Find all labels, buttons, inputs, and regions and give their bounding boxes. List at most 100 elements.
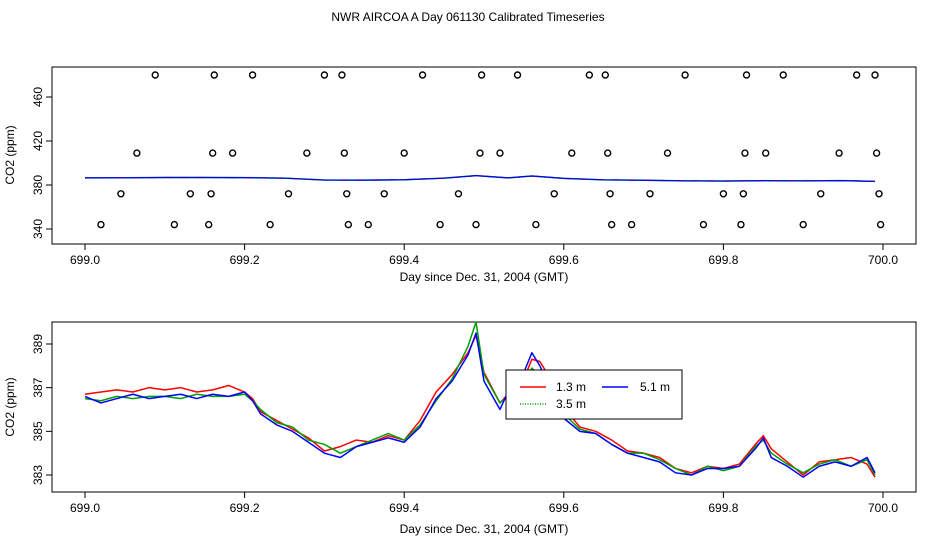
y-tick-label: 340	[31, 219, 45, 239]
data-point	[151, 71, 159, 79]
y-tick-label: 460	[31, 87, 45, 107]
data-point	[248, 71, 257, 79]
x-tick-label: 699.0	[70, 501, 100, 515]
data-point	[266, 220, 274, 229]
panel-1: 699.0 699.2 699.4 699.6 699.8 700.0 340 380 420 4…	[3, 66, 917, 284]
series-line-3-5-m	[84, 321, 876, 476]
data-point	[472, 220, 480, 229]
panel-1-marks	[84, 71, 885, 229]
data-point	[496, 149, 504, 157]
data-point	[681, 71, 689, 79]
data-point	[741, 149, 749, 157]
data-point	[207, 190, 215, 198]
x-tick-label: 699.2	[230, 253, 260, 267]
data-point	[852, 71, 861, 79]
panel-2-marks	[84, 321, 876, 478]
data-point	[204, 220, 213, 229]
x-tick-label: 699.0	[70, 253, 100, 267]
legend-label-1: 1.3 m	[556, 380, 586, 394]
data-point	[338, 71, 346, 79]
y-tick-label: 385	[31, 421, 45, 441]
series-line-5-1-m	[84, 332, 876, 478]
legend-label-3: 5.1 m	[640, 380, 670, 394]
data-point	[779, 71, 787, 79]
data-point	[606, 190, 614, 198]
legend: 1.3 m 3.5 m 5.1 m	[505, 369, 683, 420]
data-point	[585, 71, 594, 79]
data-point	[418, 71, 427, 79]
data-point	[186, 190, 195, 198]
data-point	[344, 220, 353, 229]
data-point	[436, 220, 444, 229]
data-point	[320, 71, 329, 79]
y-tick-label: 389	[31, 334, 45, 354]
data-point	[872, 149, 881, 157]
data-point	[97, 220, 105, 229]
x-tick-label: 699.8	[708, 501, 738, 515]
panel-1-axes: 699.0 699.2 699.4 699.6 699.8 700.0 340 380 420 4…	[31, 87, 898, 267]
y-axis-label-2: CO2 (ppm)	[3, 377, 17, 436]
x-tick-label: 699.6	[549, 253, 579, 267]
data-point	[170, 220, 179, 229]
panel-2-axes: 699.0 699.2 699.4 699.6 699.8 700.0 383 385 387 3…	[31, 334, 898, 515]
data-point	[568, 149, 576, 157]
y-tick-label: 380	[31, 175, 45, 195]
data-point	[303, 149, 311, 157]
data-point	[646, 190, 654, 198]
x-tick-label: 699.6	[549, 501, 579, 515]
data-point	[871, 71, 879, 79]
legend-box	[505, 369, 683, 420]
y-tick-label: 383	[31, 465, 45, 485]
data-point	[343, 190, 351, 198]
data-point	[477, 71, 486, 79]
y-tick-label: 420	[31, 131, 45, 151]
data-point	[476, 149, 484, 157]
data-point	[284, 190, 293, 198]
data-point	[513, 71, 522, 79]
data-point	[761, 149, 770, 157]
data-point	[340, 149, 349, 157]
x-tick-label: 700.0	[868, 501, 898, 515]
panel-2: 699.0 699.2 699.4 699.6 699.8 700.0 383 385 387 3…	[3, 321, 917, 536]
data-point	[400, 149, 408, 157]
y-tick-label: 387	[31, 377, 45, 397]
page-title: NWR AIRCOA A Day 061130 Calibrated Times…	[331, 10, 605, 24]
data-point	[627, 220, 636, 229]
x-axis-label-1: Day since Dec. 31, 2004 (GMT)	[400, 270, 569, 284]
data-point	[454, 190, 463, 198]
data-point	[742, 71, 751, 79]
series-line-blue	[84, 175, 876, 182]
data-point	[835, 149, 843, 157]
data-point	[550, 190, 558, 198]
plot-frame-1	[51, 66, 917, 245]
data-point	[663, 149, 672, 157]
data-point	[603, 149, 612, 157]
x-tick-label: 699.4	[389, 501, 419, 515]
data-point	[737, 220, 745, 229]
data-point	[133, 149, 141, 157]
data-point	[208, 149, 217, 157]
data-point	[739, 190, 748, 198]
x-tick-label: 699.8	[708, 253, 738, 267]
data-point	[799, 220, 807, 229]
data-point	[117, 190, 125, 198]
data-point	[364, 220, 372, 229]
data-point	[876, 220, 885, 229]
x-tick-label: 700.0	[868, 253, 898, 267]
legend-label-2: 3.5 m	[556, 397, 586, 411]
data-point	[719, 190, 728, 198]
data-point	[210, 71, 218, 79]
data-point	[607, 220, 616, 229]
data-point	[601, 71, 609, 79]
x-tick-label: 699.4	[389, 253, 419, 267]
data-point	[875, 190, 883, 198]
data-point	[228, 149, 237, 157]
x-axis-label-2: Day since Dec. 31, 2004 (GMT)	[400, 522, 569, 536]
y-axis-label-1: CO2 (ppm)	[3, 125, 17, 184]
data-point	[699, 220, 708, 229]
data-point	[532, 220, 540, 229]
data-point	[380, 190, 388, 198]
x-tick-label: 699.2	[230, 501, 260, 515]
data-point	[817, 190, 825, 198]
